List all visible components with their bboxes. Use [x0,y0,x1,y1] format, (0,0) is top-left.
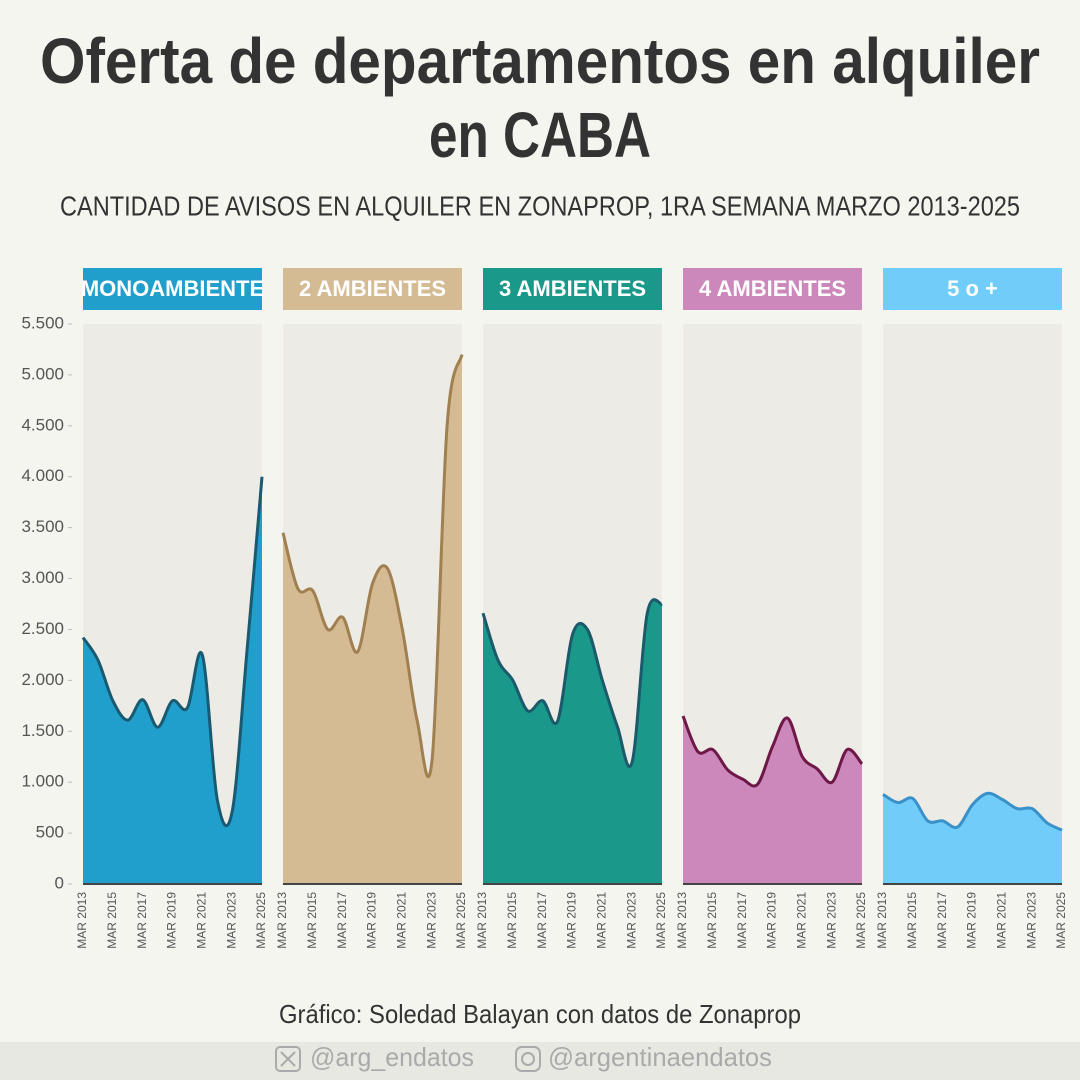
panel-header [683,268,862,310]
x-tick-label: MAR 2015 [705,892,719,949]
x-tick-label: MAR 2019 [365,892,379,949]
x-tick-label: MAR 2015 [105,892,119,949]
x-tick-label: MAR 2025 [854,892,868,949]
x-tick-label: MAR 2023 [824,892,838,949]
area [283,354,462,885]
x-tick-label: MAR 2019 [165,892,179,949]
y-tick-label: 4.000 [21,466,64,485]
x-tick-label: MAR 2025 [454,892,468,949]
x-tick-label: MAR 2021 [195,892,209,949]
panel-header [283,268,462,310]
area [683,716,862,884]
x-tick-label: MAR 2023 [624,892,638,949]
x-tick-label: MAR 2019 [765,892,779,949]
x-tick-label: MAR 2017 [535,892,549,949]
panel-title: 3 AMBIENTES [499,276,646,301]
social-handle: @arg_endatos [310,1042,474,1072]
x-tick-label: MAR 2025 [254,892,268,949]
x-tick-label: MAR 2013 [275,892,289,949]
area [83,476,262,884]
panel-header [483,268,662,310]
x-tick-label: MAR 2021 [795,892,809,949]
panel-title: MONOAMBIENTE [81,276,264,301]
x-tick-label: MAR 2019 [965,892,979,949]
source: Gráfico: Soledad Balayan con datos de Zo… [279,999,801,1029]
x-tick-label: MAR 2017 [135,892,149,949]
panel-header [83,268,262,310]
x-tick-label: MAR 2023 [1024,892,1038,949]
x-tick-label: MAR 2017 [935,892,949,949]
line [882,791,1063,832]
x-tick-label: MAR 2013 [675,892,689,949]
social-handle: @argentinaendatos [548,1042,772,1072]
x-tick-label: MAR 2015 [505,892,519,949]
panel-header [883,268,1062,310]
chart-title: en CABA [429,99,651,171]
chart-subtitle: CANTIDAD DE AVISOS EN ALQUILER EN ZONAPR… [60,190,1020,221]
y-tick-label: 3.000 [21,568,64,587]
x-tick-label: MAR 2015 [905,892,919,949]
y-tick-label: 4.500 [21,415,64,434]
x-tick-label: MAR 2019 [565,892,579,949]
area [883,793,1062,884]
y-tick-label: 3.500 [21,517,64,536]
x-tick-label: MAR 2021 [595,892,609,949]
y-tick-label: 1.000 [21,772,64,791]
x-tick-label: MAR 2021 [995,892,1009,949]
chart-title: Oferta de departamentos en alquiler [40,25,1040,97]
x-tick-label: MAR 2025 [654,892,668,949]
line [281,354,464,779]
y-tick-label: 5.500 [21,313,64,332]
x-tick-label: MAR 2017 [335,892,349,949]
panel-title: 2 AMBIENTES [299,276,446,301]
y-tick-label: 5.000 [21,364,64,383]
instagram-icon [515,1046,541,1072]
y-tick-label: 2.500 [21,619,64,638]
panel-background [883,324,1062,884]
x-tick-label: MAR 2017 [735,892,749,949]
x-tick-label: MAR 2023 [424,892,438,949]
line [481,598,664,768]
x-tick-label: MAR 2013 [875,892,889,949]
panel-title: 5 o + [947,276,998,301]
y-tick-label: 0 [55,873,64,892]
x-icon [275,1046,301,1072]
y-tick-label: 1.500 [21,721,64,740]
y-tick-label: 500 [36,823,64,842]
x-tick-label: MAR 2015 [305,892,319,949]
x-tick-label: MAR 2013 [75,892,89,949]
y-tick-label: 2.000 [21,670,64,689]
x-tick-label: MAR 2013 [475,892,489,949]
area [483,599,662,884]
x-tick-label: MAR 2023 [224,892,238,949]
line [681,715,864,788]
x-tick-label: MAR 2021 [395,892,409,949]
x-tick-label: MAR 2025 [1054,892,1068,949]
panel-title: 4 AMBIENTES [699,276,846,301]
line [81,476,264,827]
